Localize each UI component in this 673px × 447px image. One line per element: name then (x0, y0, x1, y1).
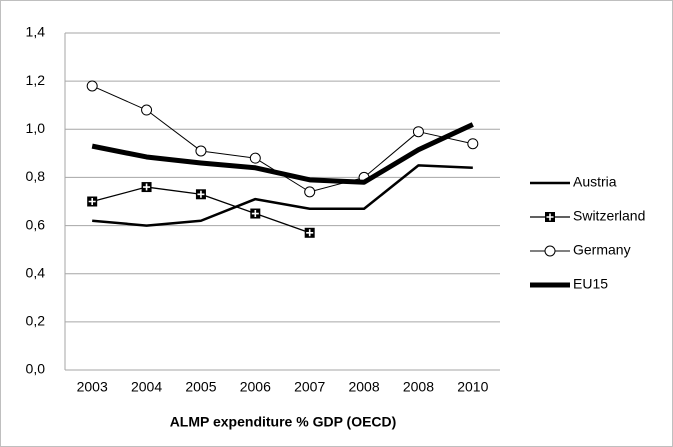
marker (86, 80, 98, 92)
marker-cross (88, 198, 96, 205)
marker-cross (197, 190, 205, 198)
marker (304, 186, 316, 198)
series-line (91, 122, 474, 185)
marker-cross (251, 210, 259, 218)
y-tick-label: 1,4 (26, 24, 46, 40)
legend-label: EU15 (573, 276, 608, 292)
legend-label: Austria (573, 174, 617, 190)
y-tick-label: 0,8 (26, 168, 46, 184)
series-line (92, 164, 473, 227)
y-tick-label: 0,6 (26, 216, 46, 232)
x-axis-label: ALMP expenditure % GDP (OECD) (170, 414, 397, 430)
x-tick-label: 2010 (457, 379, 488, 395)
legend-marker (544, 245, 556, 257)
x-tick-label: 2004 (131, 379, 162, 395)
x-tick-label: 2005 (185, 379, 216, 395)
legend-label: Germany (573, 242, 631, 258)
legend-marker-cross (546, 213, 554, 221)
x-tick-label: 2003 (77, 379, 108, 395)
y-tick-label: 1,2 (26, 72, 46, 88)
x-tick-label: 2006 (240, 379, 271, 395)
y-tick-label: 0,2 (26, 313, 46, 329)
legend-label: Switzerland (573, 208, 645, 224)
marker (141, 104, 153, 116)
x-tick-label: 2008 (403, 379, 434, 395)
marker (412, 126, 424, 138)
marker-cross (143, 183, 151, 191)
marker (249, 152, 261, 164)
marker-cross (306, 229, 314, 237)
x-tick-label: 2008 (348, 379, 379, 395)
y-tick-label: 1,0 (26, 120, 46, 136)
marker (195, 145, 207, 157)
x-tick-label: 2007 (294, 379, 325, 395)
y-tick-label: 0,4 (26, 264, 46, 280)
y-tick-label: 0,0 (26, 361, 46, 377)
marker (467, 138, 479, 150)
